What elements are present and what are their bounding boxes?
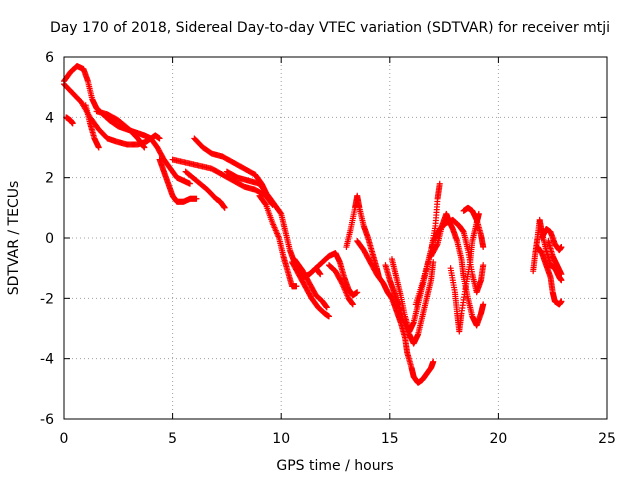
x-tick-label: 0 [60,431,69,447]
data-point [558,277,565,284]
chart-title: Day 170 of 2018, Sidereal Day-to-day VTE… [50,20,610,36]
series-arc-11 [256,192,300,290]
series-arc-07 [169,156,276,208]
series-arc-08 [182,168,228,211]
series-arc-15 [325,262,356,308]
y-tick-label: -6 [40,412,54,428]
x-tick-label: 10 [272,431,290,447]
series-arc-26 [538,225,565,254]
data-point [293,283,300,290]
data-point [186,180,193,187]
series-arc-04 [82,102,102,151]
data-point [338,279,345,286]
series-arc-23 [460,204,487,251]
series-arc-06 [156,156,200,205]
series-arc-24 [530,216,565,284]
y-tick-labels: -6 -4 -2 0 2 4 6 [40,50,54,428]
data-point [558,298,565,305]
x-axis-label: GPS time / hours [276,458,393,474]
data-point [480,301,487,308]
y-tick-label: 6 [45,50,54,66]
plot-frame [63,56,608,420]
x-tick-label: 15 [381,431,399,447]
y-axis-label: SDTVAR / TECUs [6,181,22,296]
series-arc-27 [545,238,565,278]
series-arc-21 [428,210,487,329]
x-tick-labels: 0 5 10 15 20 25 [60,431,616,447]
data-point [475,210,482,217]
data-point [262,200,269,207]
series-arc-12 [289,259,332,320]
data-point [221,204,228,211]
data-point [69,120,76,127]
series-arc-17 [354,238,437,386]
series-arc-16 [343,192,382,281]
data-point [558,271,565,278]
data-point [480,244,487,251]
series-arc-09 [191,135,269,196]
y-tick-label: 0 [45,231,54,247]
series-arc-22 [447,210,482,335]
data-point [325,313,332,320]
series-arc-10 [223,168,324,281]
x-tick-label: 25 [598,431,616,447]
data-point [480,262,487,269]
data-point [430,358,437,365]
data-point [323,304,330,311]
series-arc-05 [93,108,148,151]
y-tick-label: -4 [40,352,54,368]
data-point [317,271,324,278]
data-point [140,143,147,150]
y-tick-label: 2 [45,171,54,187]
x-tick-label: 20 [489,431,507,447]
data-point [277,209,284,216]
x-tick-label: 5 [168,431,177,447]
data-point [349,301,356,308]
y-tick-label: -2 [40,291,54,307]
series-arc-25 [534,244,565,308]
data-point [433,242,440,249]
data-point [430,259,437,266]
data-point [156,135,163,142]
data-point [558,244,565,251]
data-point [141,144,148,151]
data-point [354,289,361,296]
data-point [193,195,200,202]
grid-lines [64,57,607,419]
axis-ticks [63,56,608,420]
series-arc-13 [291,256,330,311]
y-tick-label: 4 [45,110,54,126]
data-point [436,180,443,187]
data-point [95,144,102,151]
series-arc-03 [63,114,76,127]
data-marks [61,63,565,386]
